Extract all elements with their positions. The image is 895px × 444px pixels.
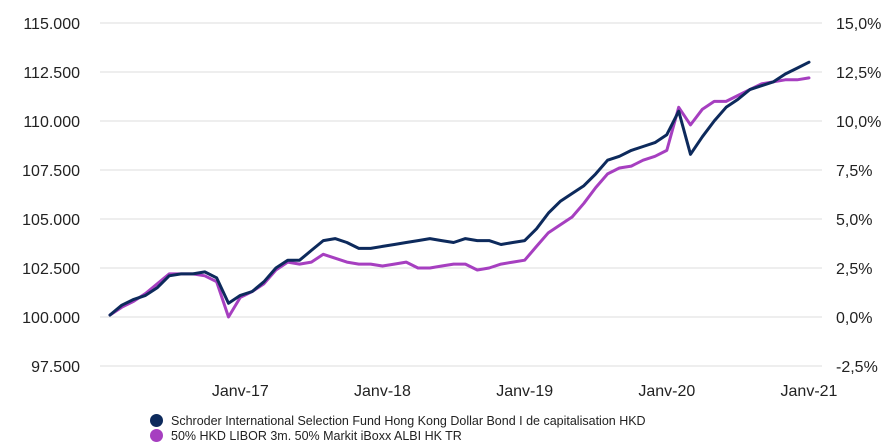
legend: Schroder International Selection Fund Ho…: [150, 413, 646, 443]
y-left-tick-label: 102.500: [22, 261, 80, 278]
y-right-tick-label: 7,5%: [836, 163, 872, 180]
y-right-tick-label: 12,5%: [836, 65, 881, 82]
gridlines: [100, 22, 822, 367]
series-lines: [108, 60, 811, 319]
x-tick-label: Janv-18: [354, 383, 411, 400]
x-tick-label: Janv-21: [781, 383, 838, 400]
y-left-tick-label: 112.500: [23, 65, 80, 82]
y-left-tick-label: 115.000: [23, 16, 80, 33]
y-right-tick-label: -2,5%: [836, 359, 878, 376]
y-left-tick-label: 100.000: [22, 310, 80, 327]
y-right-tick-label: 2,5%: [836, 261, 872, 278]
x-tick-label: Janv-19: [496, 383, 553, 400]
y-right-tick-label: 15,0%: [836, 16, 881, 33]
x-tick-label: Janv-20: [638, 383, 695, 400]
legend-label-benchmark: 50% HKD LIBOR 3m. 50% Markit iBoxx ALBI …: [171, 428, 462, 443]
y-left-tick-label: 110.000: [23, 114, 80, 131]
right-y-axis: -2,5% 0,0% 2,5% 5,0% 7,5% 10,0% 12,5% 15,0%: [836, 16, 881, 376]
y-right-tick-label: 5,0%: [836, 212, 872, 229]
series-line-benchmark: [108, 76, 811, 319]
legend-marker-fund: [150, 414, 163, 427]
left-y-axis: 97.500 100.000 102.500 105.000 107.500 110.00…: [22, 16, 80, 376]
series-line-fund: [108, 60, 811, 317]
y-left-tick-label: 107.500: [22, 163, 80, 180]
y-left-tick-label: 97.500: [31, 359, 80, 376]
legend-item-benchmark: 50% HKD LIBOR 3m. 50% Markit iBoxx ALBI …: [150, 428, 646, 443]
y-right-tick-label: 0,0%: [836, 310, 872, 327]
legend-label-fund: Schroder International Selection Fund Ho…: [171, 413, 646, 428]
x-tick-label: Janv-17: [212, 383, 269, 400]
y-right-tick-label: 10,0%: [836, 114, 881, 131]
legend-marker-benchmark: [150, 429, 163, 442]
y-left-tick-label: 105.000: [22, 212, 80, 229]
x-axis: Janv-17 Janv-18 Janv-19 Janv-20 Janv-21: [212, 383, 838, 400]
legend-item-fund: Schroder International Selection Fund Ho…: [150, 413, 646, 428]
